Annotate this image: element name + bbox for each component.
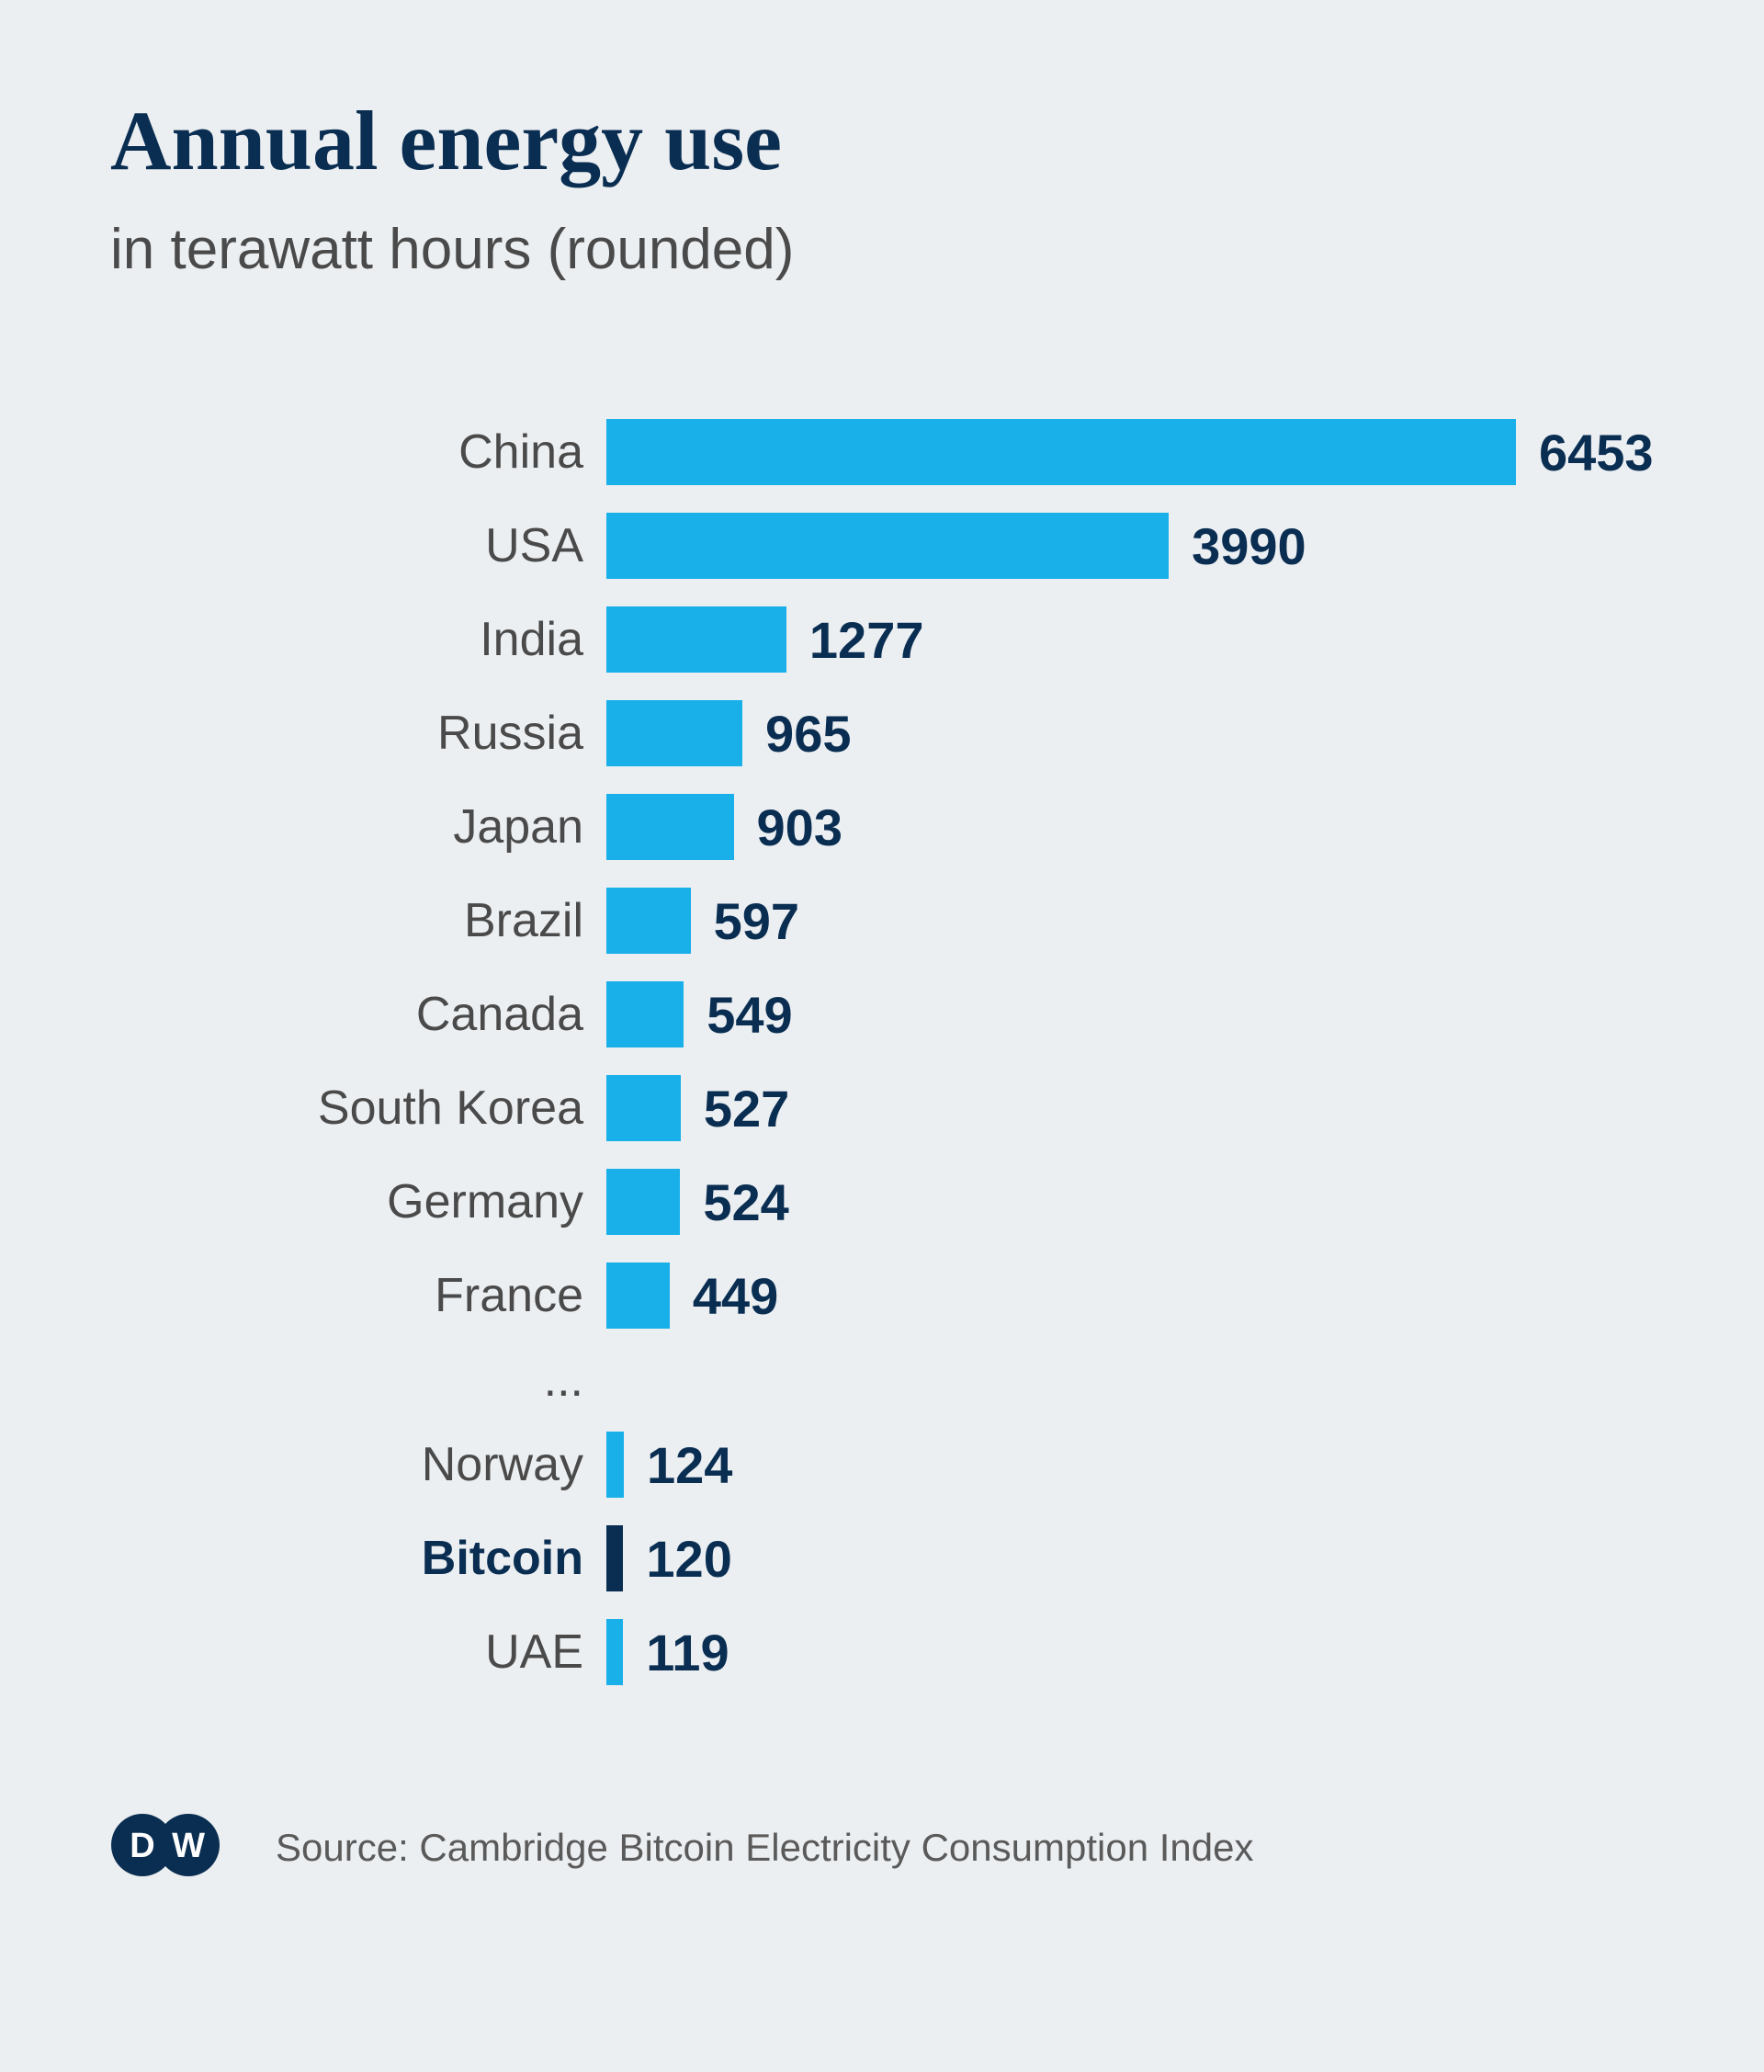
bar-label: Japan: [312, 799, 606, 855]
dw-logo-icon: D W: [110, 1813, 220, 1882]
bar-row: Norway 124: [312, 1423, 1654, 1506]
bar-row: Russia 965: [312, 692, 1654, 775]
bar-value: 527: [704, 1079, 789, 1138]
bar-row: Bitcoin 120: [312, 1517, 1654, 1600]
bar-value: 965: [765, 704, 851, 764]
bar-wrapper: 119: [606, 1619, 1654, 1685]
bar-wrapper: 549: [606, 981, 1654, 1047]
bar: [606, 1169, 680, 1235]
bar-label: Canada: [312, 987, 606, 1042]
bar-label: UAE: [312, 1625, 606, 1680]
bar: [606, 700, 742, 766]
bar-value: 597: [714, 891, 799, 951]
bar: [606, 794, 734, 860]
bar: [606, 513, 1169, 579]
bar-row: USA 3990: [312, 504, 1654, 587]
bar-value: 120: [646, 1529, 731, 1589]
chart-subtitle: in terawatt hours (rounded): [110, 217, 1654, 282]
bar-label: Brazil: [312, 893, 606, 948]
bar-row: Germany 524: [312, 1161, 1654, 1243]
bar-label: South Korea: [312, 1081, 606, 1136]
bar: [606, 1432, 624, 1498]
bar-value: 119: [646, 1623, 729, 1682]
bar-wrapper: 524: [606, 1169, 1654, 1235]
bar-wrapper: 3990: [606, 513, 1654, 579]
bar-wrapper: 527: [606, 1075, 1654, 1141]
bar-wrapper: 965: [606, 700, 1654, 766]
ellipsis-row: ...: [312, 1348, 1654, 1412]
bar-wrapper: 1277: [606, 606, 1654, 673]
bar: [606, 1262, 670, 1329]
chart-title: Annual energy use: [110, 92, 1654, 189]
bar-label: Norway: [312, 1437, 606, 1492]
bar-row: Canada 549: [312, 973, 1654, 1056]
bar-wrapper: 120: [606, 1525, 1654, 1591]
bar-label: Bitcoin: [312, 1531, 606, 1586]
bar-value: 1277: [809, 610, 924, 670]
bar-label: USA: [312, 518, 606, 573]
bar-row: India 1277: [312, 598, 1654, 681]
bar: [606, 606, 786, 673]
bar: [606, 981, 684, 1047]
chart-footer: D W Source: Cambridge Bitcoin Electricit…: [110, 1813, 1654, 1882]
bar: [606, 1619, 623, 1685]
bar: [606, 419, 1516, 485]
bar-row: Brazil 597: [312, 879, 1654, 962]
svg-text:W: W: [172, 1827, 205, 1865]
bar-value: 524: [703, 1172, 788, 1232]
bar-wrapper: 449: [606, 1262, 1654, 1329]
bar-wrapper: 903: [606, 794, 1654, 860]
bar-label: China: [312, 425, 606, 480]
bar-chart: China 6453 USA 3990 India 1277 Russia 965 Japan 9…: [110, 411, 1654, 1693]
bar-row: South Korea 527: [312, 1067, 1654, 1149]
bar-value: 549: [707, 985, 792, 1045]
bar-row: China 6453: [312, 411, 1654, 493]
bar-label: France: [312, 1268, 606, 1323]
bar-value: 3990: [1192, 516, 1306, 576]
bar-label: India: [312, 612, 606, 667]
svg-text:D: D: [130, 1827, 154, 1865]
bar-row: France 449: [312, 1254, 1654, 1337]
bar-wrapper: 597: [606, 888, 1654, 954]
bar: [606, 888, 691, 954]
bar-value: 903: [757, 798, 842, 857]
bar-label: Russia: [312, 706, 606, 761]
bar-value: 449: [693, 1266, 778, 1326]
bar: [606, 1075, 681, 1141]
bar-label: Germany: [312, 1174, 606, 1229]
bar-wrapper: 6453: [606, 419, 1654, 485]
ellipsis-label: ...: [312, 1353, 606, 1408]
bar-value: 6453: [1539, 423, 1654, 482]
bar-row: Japan 903: [312, 786, 1654, 868]
bar-value: 124: [647, 1435, 732, 1495]
bar: [606, 1525, 623, 1591]
bar-row: UAE 119: [312, 1611, 1654, 1693]
source-text: Source: Cambridge Bitcoin Electricity Co…: [276, 1826, 1253, 1870]
bar-wrapper: 124: [606, 1432, 1654, 1498]
